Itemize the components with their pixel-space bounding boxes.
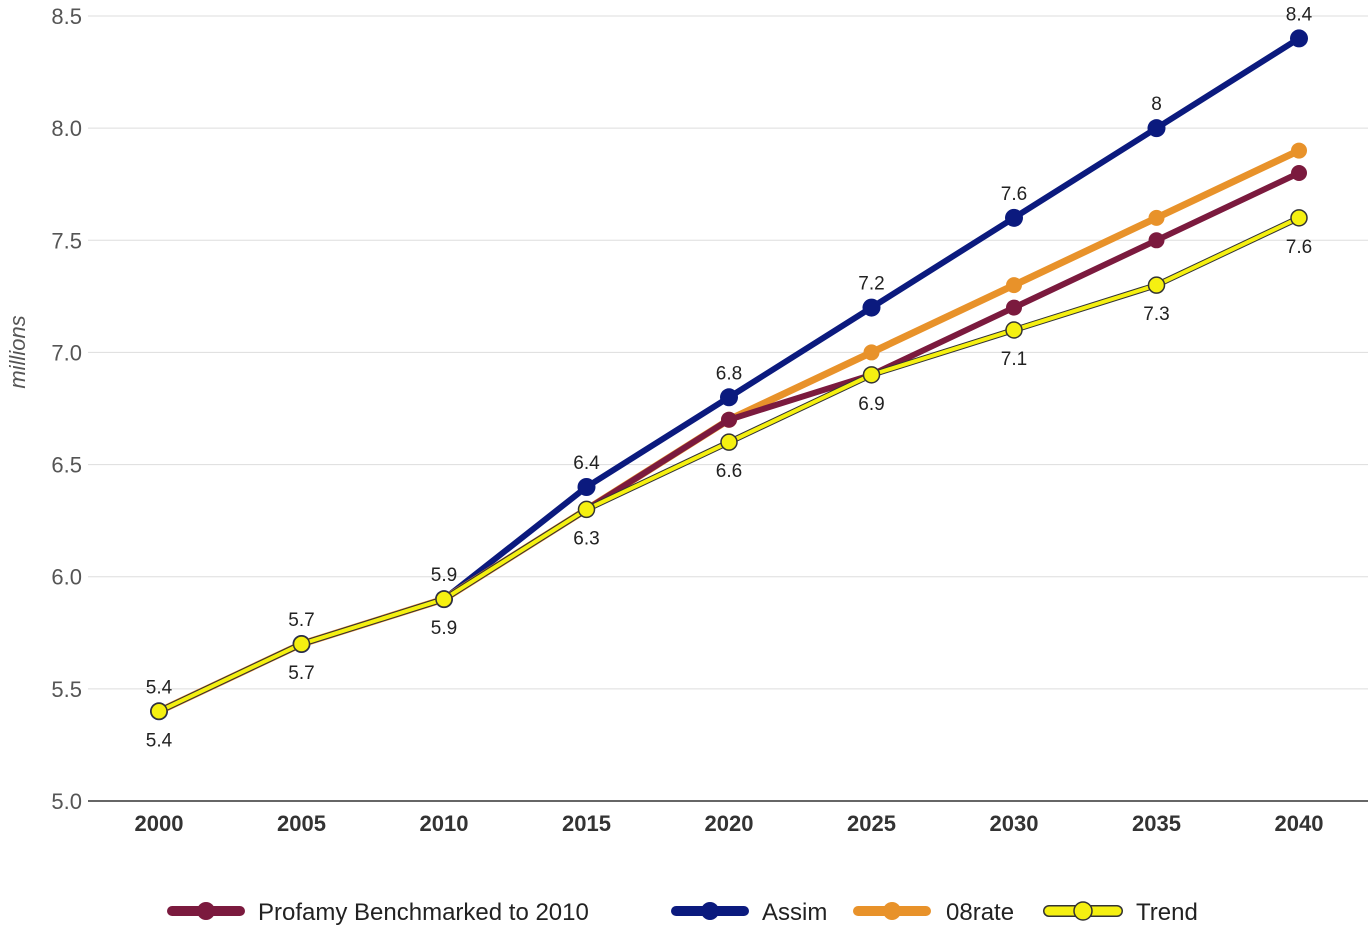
data-label-below: 6.6 [716,461,742,482]
series-trend [150,209,1308,721]
data-point [577,478,596,496]
gridlines [88,15,1368,802]
legend-item: Trend [1043,899,1198,926]
data-point [720,433,738,451]
legend-marker [1073,901,1093,921]
data-point [1005,321,1023,339]
data-point [435,590,453,608]
x-tick-label: 2035 [1132,811,1181,836]
x-tick-label: 2025 [847,811,896,836]
data-label-above: 5.4 [146,677,173,698]
data-label-below: 6.3 [573,528,599,549]
x-tick-label: 2020 [705,811,754,836]
data-point [1006,299,1022,316]
legend-marker [701,902,719,920]
data-label-above: 6.8 [716,363,742,384]
series-line [157,147,1301,715]
data-point [720,388,738,407]
y-tick-label: 7.5 [51,228,82,253]
legend-label: Trend [1136,899,1198,926]
data-label-below: 7.1 [1001,349,1027,370]
legend-marker [197,902,215,920]
data-point [150,702,168,721]
data-label-above: 7.2 [858,274,884,295]
data-label-above: 8.4 [1286,4,1313,25]
legend-label: Assim [762,899,827,926]
data-label-above: 7.6 [1001,184,1027,205]
y-tick-label: 6.0 [51,565,82,590]
data-point [1290,29,1308,48]
data-label-above: 5.7 [288,610,314,631]
y-tick-label: 7.0 [51,340,82,365]
data-point [1291,142,1307,159]
data-point [1148,232,1165,249]
y-tick-label: 5.5 [51,677,82,702]
x-tick-label: 2005 [277,811,326,836]
data-label-below: 6.9 [858,394,884,415]
legend-marker [883,902,901,920]
x-tick-label: 2015 [562,811,611,836]
data-label-below: 5.4 [146,730,173,751]
series-08rate [151,142,1307,720]
y-tick-label: 8.0 [51,116,82,141]
legend-item: 08rate [853,899,1014,926]
x-axis-ticks: 2000 2005 2010 2015 2020 2025 2030 2035 2040 [135,811,1324,836]
data-point [292,635,311,653]
data-point [1148,209,1165,226]
data-point [863,344,880,361]
data-label-below: 5.9 [431,618,457,639]
y-axis-label: millions [5,315,30,388]
data-label-below: 5.7 [288,663,314,684]
legend-item: Profamy Benchmarked to 2010 [167,899,589,926]
data-labels: 5.4 5.7 5.9 6.4 6.8 7.2 7.6 8 8.4 5.4 5.7 5.9 6.3 6.6… [146,4,1313,751]
x-tick-label: 2030 [990,811,1039,836]
x-tick-label: 2010 [420,811,469,836]
data-point [1290,209,1308,227]
data-point [1291,165,1307,181]
data-point [1006,277,1022,294]
series-lines [150,29,1308,721]
data-point [1147,276,1166,294]
y-axis-ticks: 5.0 5.5 6.0 6.5 7.0 7.5 8.0 8.5 [51,4,82,814]
data-label-below: 7.3 [1143,304,1169,325]
data-point [862,298,881,317]
data-label-above: 6.4 [573,453,600,474]
y-tick-label: 6.5 [51,453,82,478]
legend-label: 08rate [946,899,1014,926]
data-label-above: 8 [1151,94,1162,115]
data-label-below: 7.6 [1286,237,1312,258]
data-point [1147,119,1166,138]
data-label-above: 5.9 [431,565,457,586]
data-point [862,366,881,384]
data-point [721,411,737,428]
legend-label: Profamy Benchmarked to 2010 [258,899,589,926]
legend: Profamy Benchmarked to 2010 Assim 08rate Tr… [167,899,1198,926]
x-tick-label: 2000 [135,811,184,836]
data-point [1005,208,1023,227]
legend-item: Assim [671,899,827,926]
data-point [577,500,596,519]
y-tick-label: 5.0 [51,789,82,814]
y-tick-label: 8.5 [51,4,82,29]
x-tick-label: 2040 [1275,811,1324,836]
